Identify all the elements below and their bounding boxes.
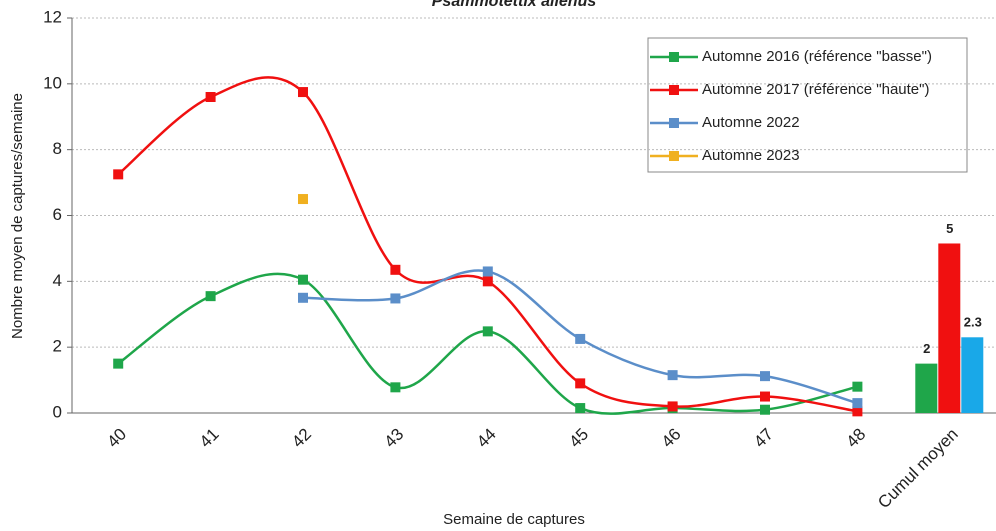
y-axis-label: Nombre moyen de captures/semaine: [9, 93, 26, 339]
point-marker: [852, 398, 863, 409]
point-marker: [852, 406, 863, 417]
y-tick-label: 0: [53, 402, 62, 421]
y-tick-label: 6: [53, 205, 62, 224]
point-marker: [205, 291, 216, 302]
series-line: [117, 272, 858, 415]
point-marker: [760, 404, 770, 415]
x-axis-label: Semaine de captures: [443, 511, 585, 528]
point-marker: [390, 382, 401, 393]
bar-value-label: 2.3: [964, 315, 982, 330]
point-marker: [482, 326, 493, 337]
point-marker: [298, 292, 308, 303]
point-marker: [113, 169, 124, 180]
point-marker: [113, 358, 124, 369]
cumul-bar: [938, 243, 961, 413]
point-marker: [298, 87, 308, 98]
point-marker: [298, 194, 308, 205]
legend-swatch-marker: [669, 151, 679, 161]
point-marker: [390, 293, 401, 304]
y-tick-label: 12: [43, 7, 62, 26]
y-tick-label: 8: [53, 139, 62, 158]
point-marker: [298, 274, 308, 285]
point-marker: [575, 378, 586, 389]
point-marker: [852, 381, 863, 392]
legend-label: Automne 2022: [702, 114, 800, 131]
chart-title: Psammotettix alienus: [432, 0, 597, 10]
point-marker: [575, 403, 586, 414]
legend-label: Automne 2017 (référence "haute"): [702, 81, 929, 98]
y-tick-label: 10: [43, 73, 62, 92]
bar-value-label: 5: [946, 221, 953, 236]
point-marker: [760, 391, 770, 402]
cumul-bar: [961, 337, 984, 413]
legend-swatch-marker: [669, 118, 679, 128]
legend-swatch-marker: [669, 85, 679, 95]
point-marker: [667, 370, 678, 381]
legend-label: Automne 2016 (référence "basse"): [702, 48, 932, 65]
bar-value-label: 2: [923, 341, 930, 356]
legend-label: Automne 2023: [702, 147, 800, 164]
point-marker: [575, 333, 586, 344]
y-tick-label: 2: [53, 337, 62, 356]
legend-swatch-marker: [669, 52, 679, 62]
cumul-bar: [915, 363, 938, 413]
point-marker: [482, 276, 493, 287]
point-marker: [482, 266, 493, 277]
point-marker: [667, 401, 678, 412]
point-marker: [760, 371, 770, 382]
point-marker: [205, 92, 216, 102]
y-tick-label: 4: [53, 271, 62, 290]
series-line: [117, 76, 858, 413]
point-marker: [390, 264, 401, 275]
